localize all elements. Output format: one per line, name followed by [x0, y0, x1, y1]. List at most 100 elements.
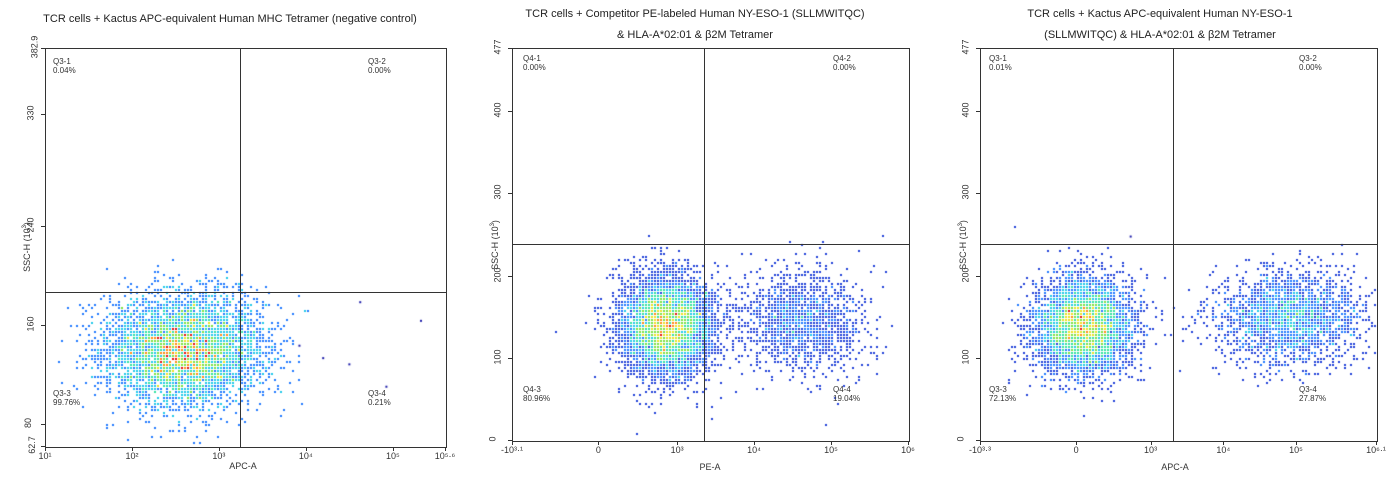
y-axis-label: SSC-H (103)	[957, 220, 968, 270]
quadrant-label-ll: Q3-3 72.13%	[989, 385, 1016, 403]
y-tick-label: 100	[960, 349, 971, 365]
x-tick-mark	[305, 447, 307, 451]
quadrant-percent: 0.04%	[53, 66, 76, 75]
y-tick-label: 477	[960, 39, 971, 55]
quadrant-percent: 0.00%	[1299, 63, 1322, 72]
x-tick-mark	[980, 441, 981, 445]
quadrant-percent: 0.00%	[523, 63, 546, 72]
quadrant-name: Q3-4	[368, 389, 386, 398]
y-tick-mark	[976, 193, 980, 195]
quadrant-percent: 0.01%	[989, 63, 1012, 72]
chart-panel-3: TCR cells + Kactus APC-equivalent Human …	[930, 0, 1390, 480]
x-tick-mark	[754, 441, 756, 445]
quadrant-label-ul: Q3-1 0.04%	[53, 57, 76, 75]
y-tick-mark	[41, 48, 45, 49]
x-tick-mark	[45, 447, 46, 451]
y-axis-label: SSC-H (103)	[21, 222, 32, 272]
plot-area: Q3-1 0.04% Q3-2 0.00% Q3-3 99.76% Q3-4 0.21%	[45, 48, 447, 448]
x-tick-mark	[131, 447, 133, 451]
density-scatter	[513, 49, 909, 441]
y-tick-mark	[508, 275, 512, 277]
chart-title: TCR cells + Kactus APC-equivalent Human …	[1027, 8, 1293, 41]
x-tick-label: 0	[1073, 445, 1079, 455]
plot-area: Q3-1 0.01% Q3-2 0.00% Q3-3 72.13% Q3-4 27.87…	[980, 48, 1378, 442]
quadrant-percent: 27.87%	[1299, 394, 1327, 403]
quadrant-percent: 19.04%	[833, 394, 861, 403]
x-tick-mark	[1150, 441, 1152, 445]
y-tick-mark	[508, 440, 512, 441]
x-tick-label: 10³	[212, 451, 226, 461]
x-tick-label: 10⁵	[824, 445, 838, 455]
y-tick-label: 400	[960, 102, 971, 118]
x-tick-label: 10²	[125, 451, 139, 461]
chart-panel-2: TCR cells + Competitor PE-labeled Human …	[465, 0, 925, 480]
x-axis-label: APC-A	[1161, 462, 1189, 472]
quadrant-name: Q3-3	[989, 385, 1007, 394]
y-tick-label: 0	[487, 436, 498, 442]
quadrant-label-lr: Q3-4 0.21%	[368, 389, 391, 407]
density-scatter	[46, 49, 446, 447]
y-tick-mark	[976, 357, 980, 359]
quadrant-name: Q3-1	[989, 54, 1007, 63]
y-tick-label: 300	[492, 184, 503, 200]
x-tick-label: 10¹	[38, 451, 52, 461]
y-tick-mark	[41, 446, 45, 447]
quadrant-percent: 0.21%	[368, 398, 391, 407]
quadrant-percent: 99.76%	[53, 398, 81, 407]
x-tick-mark	[908, 441, 909, 445]
x-tick-label: 10³	[1144, 445, 1158, 455]
y-tick-mark	[41, 325, 45, 327]
x-tick-mark	[1223, 441, 1225, 445]
gate-vertical-line	[1173, 49, 1174, 441]
x-tick-label: 10⁴	[1216, 445, 1231, 455]
x-tick-label: 10³	[670, 445, 684, 455]
quadrant-percent: 72.13%	[989, 394, 1017, 403]
x-tick-label: 10⁵	[1289, 445, 1303, 455]
gate-vertical-line	[240, 49, 241, 447]
quadrant-percent: 0.00%	[368, 66, 391, 75]
y-tick-mark	[508, 111, 512, 113]
quadrant-name: Q4-1	[523, 54, 541, 63]
gate-horizontal-line	[46, 292, 446, 293]
y-tick-label: 382.9	[29, 35, 40, 59]
x-tick-label: 10⁴	[298, 451, 313, 461]
x-tick-mark	[1296, 441, 1297, 445]
quadrant-percent: 80.96%	[523, 394, 551, 403]
x-tick-label: 10⁶	[901, 445, 915, 455]
quadrant-label-ur: Q3-2 0.00%	[1299, 54, 1322, 72]
x-tick-mark	[598, 441, 600, 445]
y-tick-label: 0	[955, 436, 966, 442]
x-axis-label: PE-A	[699, 462, 721, 472]
x-tick-label: 0	[595, 445, 601, 455]
x-tick-mark	[218, 447, 220, 451]
y-tick-label: 80	[23, 418, 34, 429]
x-tick-mark	[512, 441, 513, 445]
quadrant-label-ur: Q3-2 0.00%	[368, 57, 391, 75]
quadrant-name: Q3-2	[1299, 54, 1317, 63]
quadrant-label-lr: Q3-4 27.87%	[1299, 385, 1326, 403]
y-tick-mark	[41, 113, 45, 115]
x-tick-mark	[677, 441, 679, 445]
quadrant-label-ll: Q3-3 99.76%	[53, 389, 80, 407]
x-tick-label: 10⁶·¹	[1366, 445, 1386, 455]
y-tick-label: 62.7	[26, 436, 37, 454]
y-tick-mark	[508, 48, 512, 49]
quadrant-percent: 0.00%	[833, 63, 856, 72]
quadrant-name: Q3-3	[53, 389, 71, 398]
x-tick-label: -10³·¹	[501, 445, 523, 455]
quadrant-label-ul: Q4-1 0.00%	[523, 54, 546, 72]
quadrant-name: Q3-1	[53, 57, 71, 66]
y-tick-label: 300	[960, 184, 971, 200]
x-tick-mark	[1376, 441, 1377, 445]
quadrant-label-ul: Q3-1 0.01%	[989, 54, 1012, 72]
x-tick-mark	[831, 441, 833, 445]
y-tick-mark	[976, 275, 980, 277]
x-axis-label: APC-A	[229, 461, 257, 471]
chart-title: TCR cells + Competitor PE-labeled Human …	[525, 8, 865, 41]
y-tick-label: 400	[492, 102, 503, 118]
y-tick-mark	[41, 225, 45, 227]
y-tick-mark	[976, 48, 980, 49]
x-tick-label: -10³·³	[969, 445, 991, 455]
x-tick-label: 10⁵	[385, 451, 400, 461]
plot-area: Q4-1 0.00% Q4-2 0.00% Q4-3 80.96% Q4-4 19.04…	[512, 48, 910, 442]
